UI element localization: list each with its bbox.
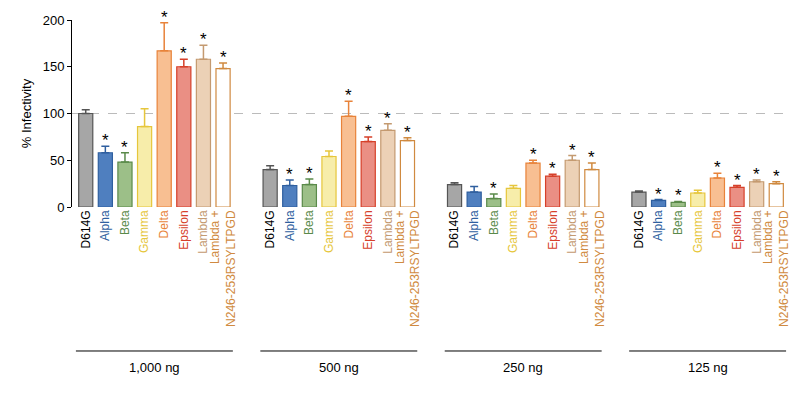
svg-text:*: * bbox=[530, 145, 537, 164]
svg-text:Epsilon: Epsilon bbox=[177, 210, 191, 249]
svg-text:Alpha: Alpha bbox=[98, 210, 112, 241]
svg-text:Gamma: Gamma bbox=[137, 210, 151, 253]
svg-text:Gamma: Gamma bbox=[322, 210, 336, 253]
svg-text:D614G: D614G bbox=[447, 210, 461, 248]
svg-text:Lambda +N246-253RSYLTPGD: Lambda +N246-253RSYLTPGD bbox=[761, 210, 791, 327]
svg-text:*: * bbox=[714, 158, 721, 177]
svg-text:Delta: Delta bbox=[710, 210, 724, 238]
svg-text:Lambda: Lambda bbox=[750, 210, 764, 254]
svg-text:125 ng: 125 ng bbox=[688, 360, 728, 375]
svg-text:200: 200 bbox=[43, 13, 65, 28]
svg-text:*: * bbox=[404, 123, 411, 142]
svg-text:D614G: D614G bbox=[79, 210, 93, 248]
svg-text:Beta: Beta bbox=[302, 210, 316, 235]
svg-text:Epsilon: Epsilon bbox=[361, 210, 375, 249]
svg-text:% Infectivity: % Infectivity bbox=[19, 78, 34, 148]
svg-text:*: * bbox=[773, 167, 780, 186]
svg-text:Gamma: Gamma bbox=[691, 210, 705, 253]
svg-text:Lambda: Lambda bbox=[565, 210, 579, 254]
svg-text:Epsilon: Epsilon bbox=[730, 210, 744, 249]
svg-text:150: 150 bbox=[43, 59, 65, 74]
svg-text:*: * bbox=[365, 122, 372, 141]
svg-text:Delta: Delta bbox=[157, 210, 171, 238]
svg-text:Alpha: Alpha bbox=[467, 210, 481, 241]
svg-text:D614G: D614G bbox=[263, 210, 277, 248]
svg-text:*: * bbox=[286, 165, 293, 184]
svg-text:*: * bbox=[121, 138, 128, 157]
svg-text:*: * bbox=[588, 148, 595, 167]
svg-text:Beta: Beta bbox=[487, 210, 501, 235]
svg-text:0: 0 bbox=[57, 200, 64, 215]
svg-text:Alpha: Alpha bbox=[651, 210, 665, 241]
svg-text:*: * bbox=[675, 186, 682, 205]
svg-text:Lambda: Lambda bbox=[381, 210, 395, 254]
svg-text:Lambda +N246-253RSYLTPGD: Lambda +N246-253RSYLTPGD bbox=[577, 210, 607, 327]
svg-text:Gamma: Gamma bbox=[506, 210, 520, 253]
svg-text:*: * bbox=[345, 86, 352, 105]
svg-text:*: * bbox=[220, 48, 227, 67]
svg-text:50: 50 bbox=[50, 153, 64, 168]
svg-text:100: 100 bbox=[43, 106, 65, 121]
svg-text:Epsilon: Epsilon bbox=[546, 210, 560, 249]
svg-text:Lambda +N246-253RSYLTPGD: Lambda +N246-253RSYLTPGD bbox=[393, 210, 423, 327]
svg-text:Delta: Delta bbox=[526, 210, 540, 238]
svg-text:*: * bbox=[306, 164, 313, 183]
svg-text:*: * bbox=[734, 171, 741, 190]
svg-text:*: * bbox=[569, 141, 576, 160]
svg-text:*: * bbox=[161, 8, 168, 27]
svg-text:*: * bbox=[655, 185, 662, 204]
svg-text:*: * bbox=[384, 109, 391, 128]
svg-text:250 ng: 250 ng bbox=[503, 360, 543, 375]
svg-text:Beta: Beta bbox=[118, 210, 132, 235]
svg-text:1,000 ng: 1,000 ng bbox=[129, 360, 180, 375]
svg-text:D614G: D614G bbox=[632, 210, 646, 248]
svg-text:Lambda +N246-253RSYLTPGD: Lambda +N246-253RSYLTPGD bbox=[208, 210, 238, 327]
svg-text:*: * bbox=[753, 165, 760, 184]
svg-text:Alpha: Alpha bbox=[283, 210, 297, 241]
svg-text:Beta: Beta bbox=[671, 210, 685, 235]
svg-text:*: * bbox=[490, 179, 497, 198]
svg-text:Delta: Delta bbox=[342, 210, 356, 238]
svg-text:Lambda: Lambda bbox=[196, 210, 210, 254]
svg-text:*: * bbox=[102, 131, 109, 150]
svg-text:*: * bbox=[549, 159, 556, 178]
svg-text:*: * bbox=[180, 44, 187, 63]
svg-text:*: * bbox=[200, 30, 207, 49]
svg-text:500 ng: 500 ng bbox=[319, 360, 359, 375]
